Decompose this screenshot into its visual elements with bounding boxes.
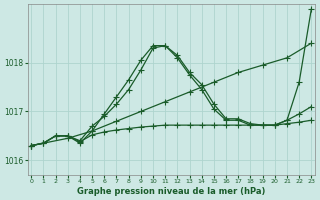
X-axis label: Graphe pression niveau de la mer (hPa): Graphe pression niveau de la mer (hPa) [77,187,266,196]
